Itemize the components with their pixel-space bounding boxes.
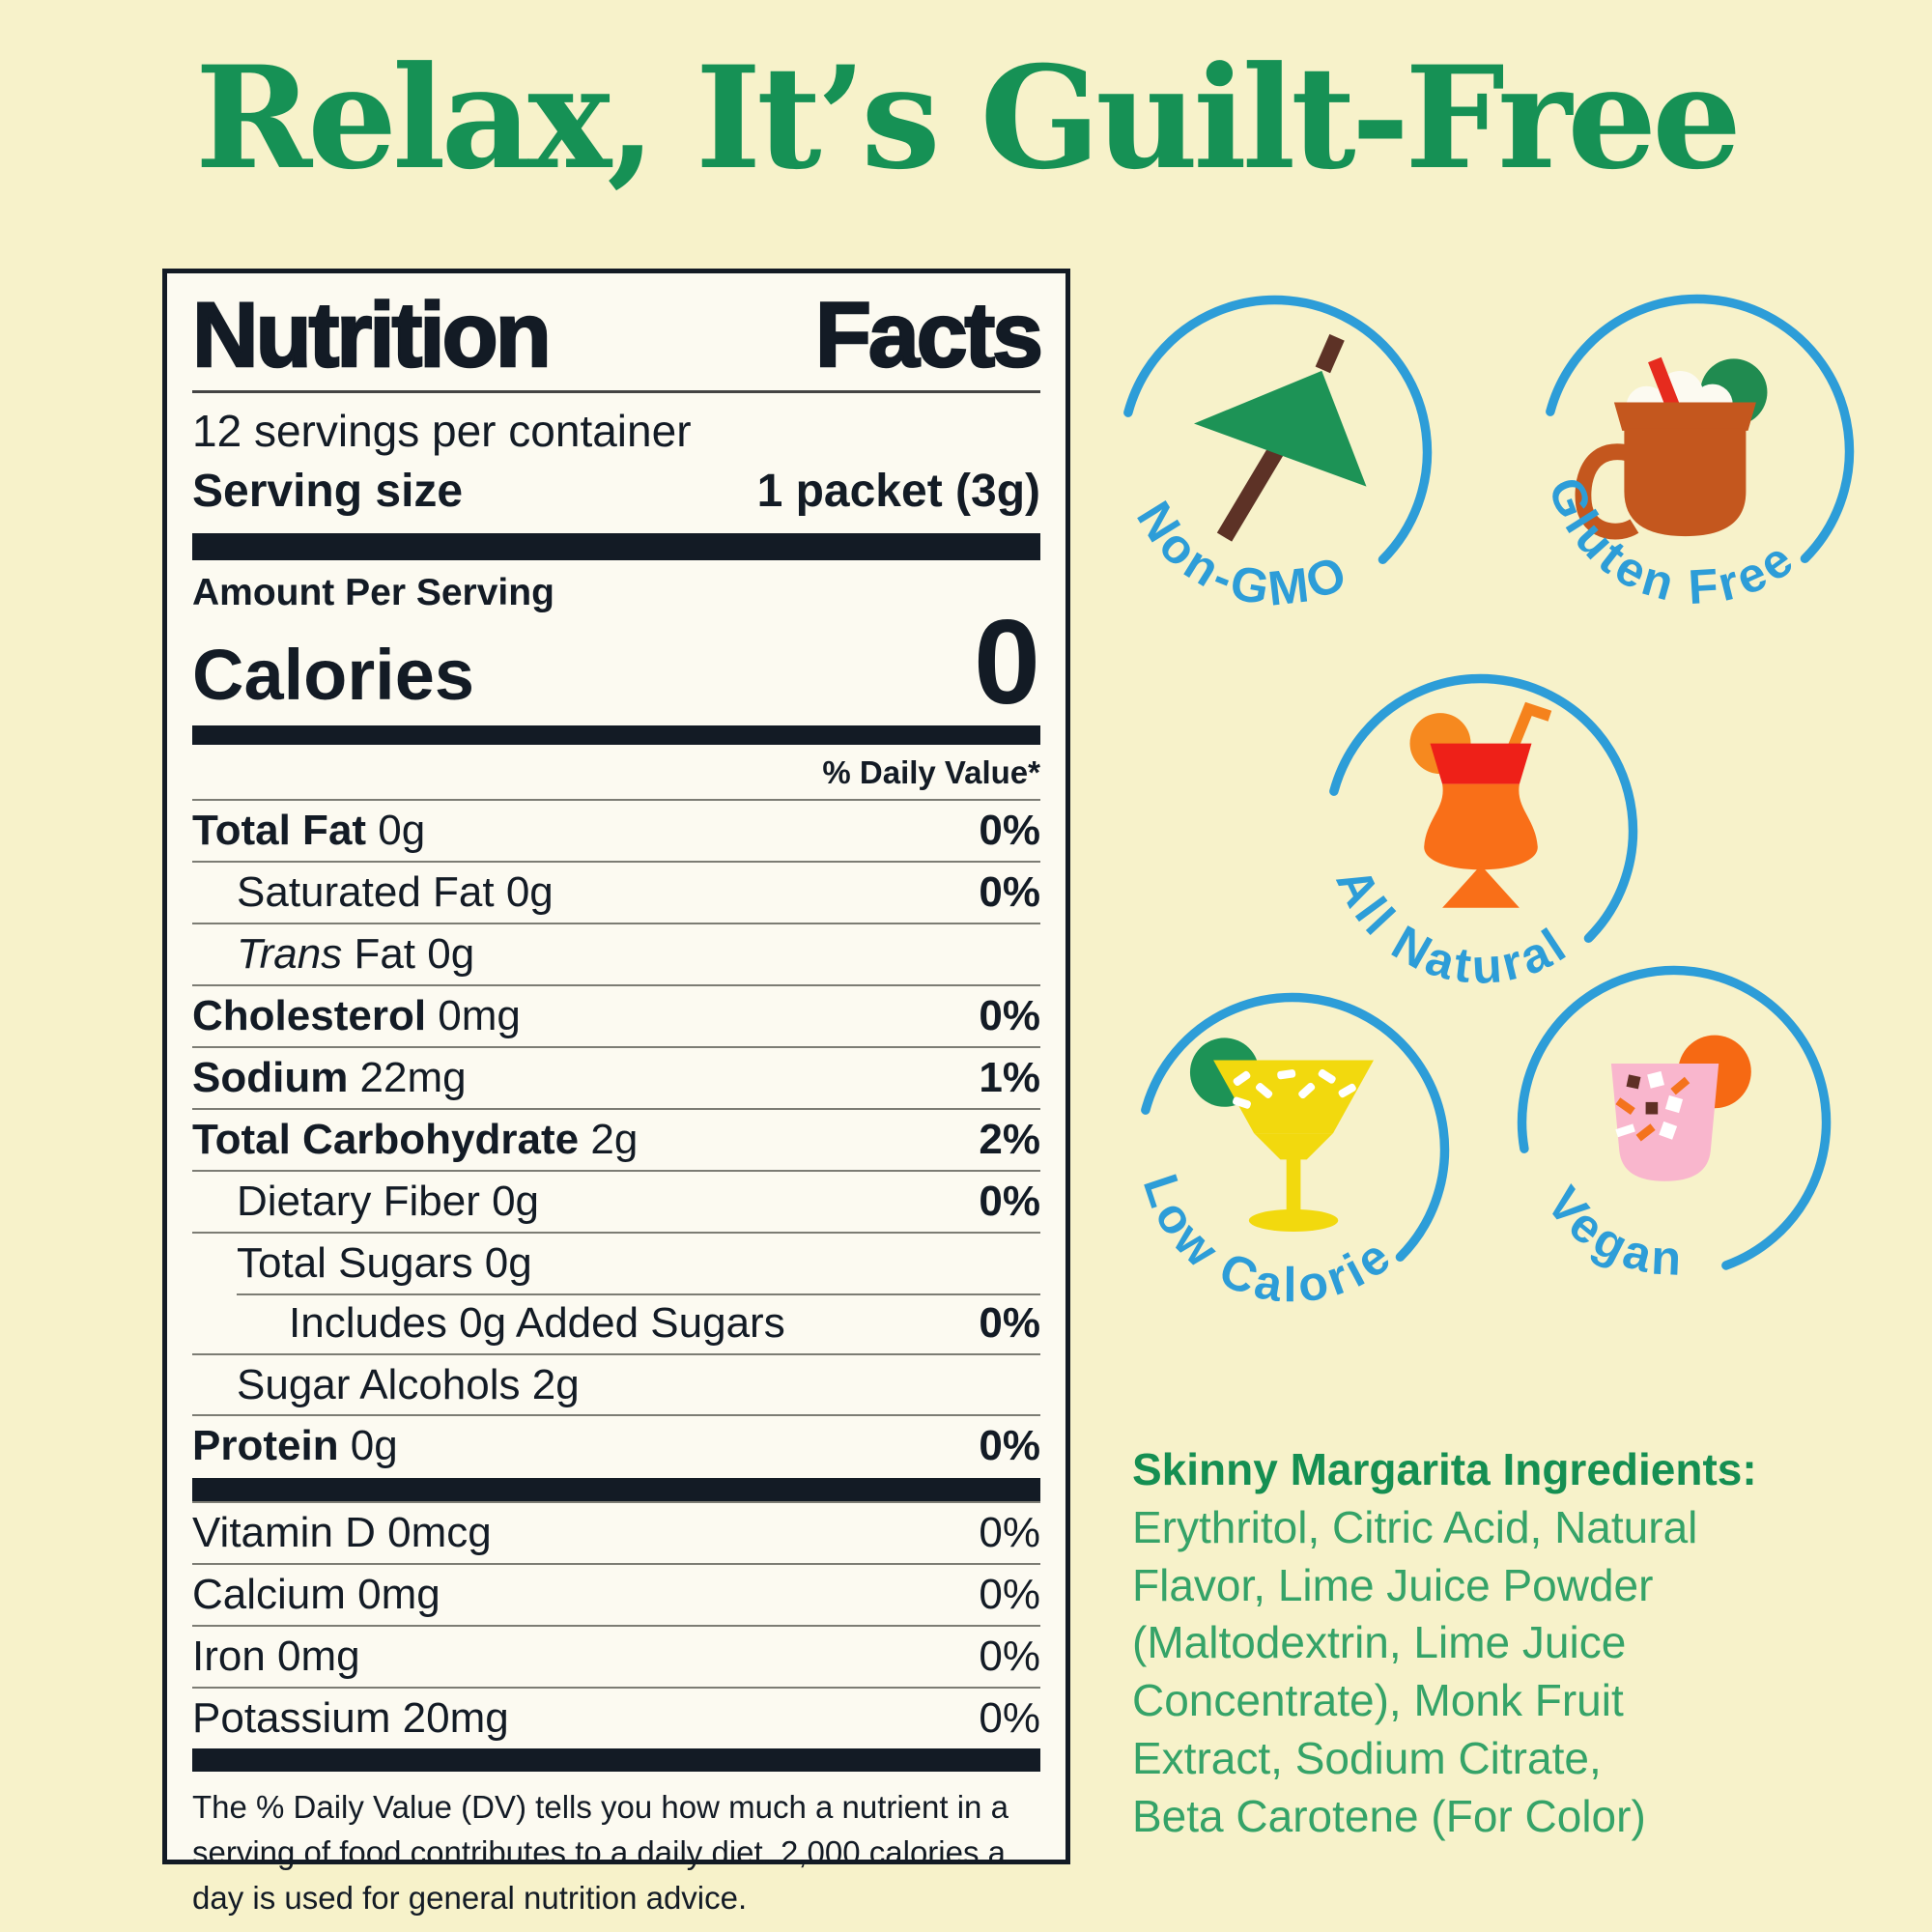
ingredients-line: Concentrate), Monk Fruit — [1132, 1675, 1624, 1726]
nutrient-row-sugar-alcohols: Sugar Alcohols 2g — [192, 1352, 1040, 1415]
badge-vegan: Vegan — [1517, 965, 1832, 1286]
nutrition-facts-title: Nutrition Facts — [191, 284, 1045, 386]
cocktail-umbrella-icon — [1194, 333, 1367, 542]
thick-divider — [192, 532, 1040, 560]
ingredients-line: Flavor, Lime Juice Powder — [1132, 1559, 1654, 1610]
badge-low-calorie: Low Calorie — [1133, 992, 1450, 1313]
ingredients-block: Skinny Margarita Ingredients: Erythritol… — [1132, 1441, 1886, 1846]
badge-circle — [1141, 992, 1450, 1263]
ingredients-line: (Maltodextrin, Lime Juice — [1132, 1617, 1627, 1668]
tumbler-cocktail-icon — [1610, 1035, 1751, 1181]
page-title: Relax, It’s Guilt-Free — [194, 36, 1742, 201]
margarita-glass-icon — [1189, 1037, 1374, 1232]
vitamin-row-potassium: Potassium 20mg 0% — [192, 1687, 1040, 1748]
serving-size-value: 1 packet (3g) — [756, 465, 1040, 517]
nutrition-facts-label: Nutrition Facts 12 servings per containe… — [162, 269, 1070, 1916]
ingredients-line: Extract, Sodium Citrate, — [1132, 1732, 1602, 1783]
divider — [192, 389, 1040, 393]
ingredients-line: Erythritol, Citric Acid, Natural — [1132, 1501, 1698, 1552]
serving-size-label: Serving size — [192, 465, 464, 517]
salt-rim — [1233, 1068, 1356, 1109]
vitamin-row-vitamin-d: Vitamin D 0mcg 0% — [192, 1501, 1040, 1563]
badge-circle — [1123, 295, 1433, 565]
vitamin-row-calcium: Calcium 0mg 0% — [192, 1563, 1040, 1625]
nutrient-row-total-carbohydrate: Total Carbohydrate 2g 2% — [192, 1107, 1040, 1170]
nutrient-row-protein: Protein 0g 0% — [192, 1414, 1040, 1476]
badge-circle — [1329, 673, 1638, 944]
title-word-facts: Facts — [814, 284, 1045, 386]
serving-size-row: Serving size 1 packet (3g) — [192, 459, 1040, 533]
thick-divider — [192, 1747, 1040, 1772]
amount-per-serving: Amount Per Serving — [192, 571, 554, 613]
calories-label: Calories — [192, 634, 475, 715]
badge-label: Vegan — [1536, 1177, 1686, 1286]
badge-gluten-free: Gluten Free — [1538, 294, 1855, 614]
calories-value: 0 — [974, 595, 1040, 729]
ingredients-line: Beta Carotene (For Color) — [1132, 1790, 1646, 1841]
title-word-nutrition: Nutrition — [191, 284, 553, 386]
badge-label: Low Calorie — [1133, 1168, 1404, 1313]
nutrient-row-added-sugars: Includes 0g Added Sugars 0% — [192, 1293, 1040, 1353]
badge-non-gmo: Non-GMO — [1123, 295, 1433, 616]
mule-mug-icon — [1575, 356, 1768, 540]
thick-divider — [192, 1478, 1040, 1502]
badge-all-natural: All Natural — [1325, 673, 1638, 994]
servings-per-container: 12 servings per container — [192, 405, 692, 456]
nutrient-row-cholesterol: Cholesterol 0mg 0% — [192, 984, 1040, 1046]
nutrient-row-total-fat: Total Fat 0g 0% — [192, 799, 1040, 861]
calories-row: Calories 0 — [192, 595, 1040, 729]
nutrient-row-sodium: Sodium 22mg 1% — [192, 1045, 1040, 1108]
ingredients-heading: Skinny Margarita Ingredients: — [1132, 1444, 1757, 1494]
thick-divider — [192, 725, 1040, 746]
nutrient-row-dietary-fiber: Dietary Fiber 0g 0% — [192, 1169, 1040, 1232]
nutrient-row-saturated-fat: Saturated Fat 0g 0% — [192, 861, 1040, 923]
daily-value-footnote: The % Daily Value (DV) tells you how muc… — [192, 1788, 1009, 1916]
badge-circle — [1546, 294, 1855, 564]
sprinkles — [1615, 1070, 1690, 1142]
nutrient-row-trans-fat: Trans Fat 0g — [192, 923, 1040, 984]
tropical-cocktail-icon — [1409, 701, 1552, 908]
nutrient-row-total-sugars: Total Sugars 0g — [192, 1231, 1040, 1293]
badge-circle — [1517, 965, 1832, 1270]
daily-value-header: % Daily Value* — [822, 754, 1040, 791]
vitamin-row-iron: Iron 0mg 0% — [192, 1625, 1040, 1687]
